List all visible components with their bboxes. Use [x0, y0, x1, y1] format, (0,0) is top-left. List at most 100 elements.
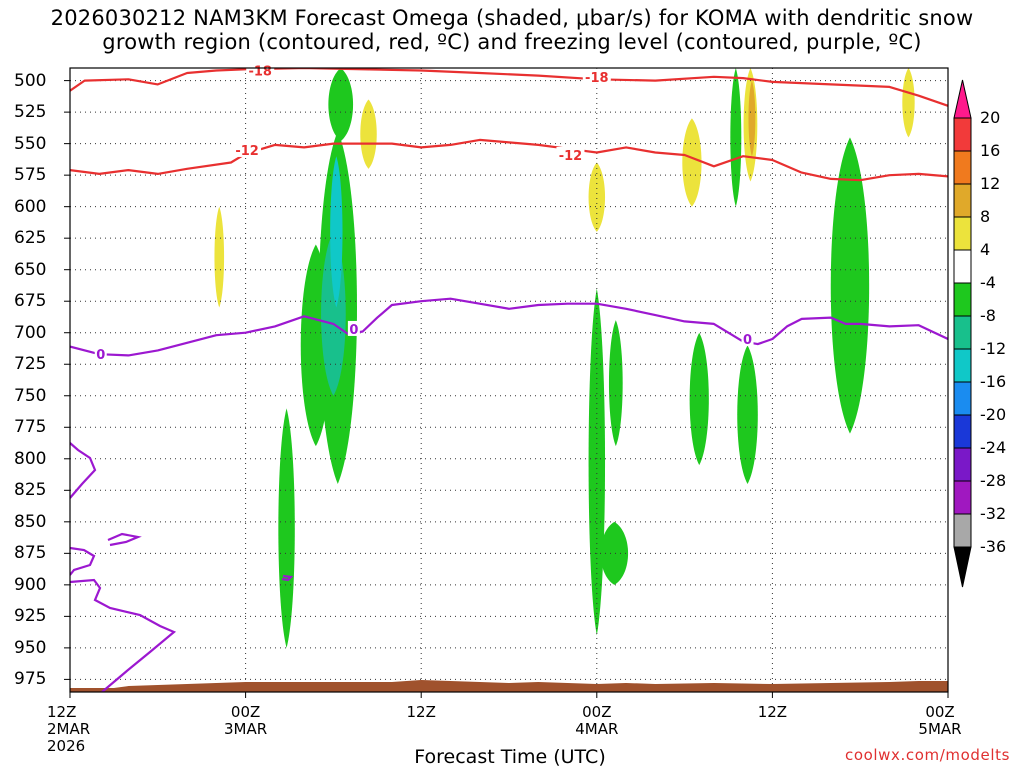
credit-text: coolwx.com/modelts — [845, 746, 1010, 764]
colorbar-segment — [953, 447, 972, 482]
y-tick-label: 925 — [14, 606, 47, 627]
contour-label: -18 — [585, 71, 609, 86]
contour-label-bg — [741, 331, 754, 347]
colorbar-tick-label: -36 — [980, 537, 1007, 556]
x-tick-label: 00Z 5MAR — [900, 704, 980, 738]
title-line-1: 2026030212 NAM3KM Forecast Omega (shaded… — [50, 6, 974, 30]
colorbar-segment — [953, 348, 972, 383]
x-tick-label-line: 4MAR — [575, 720, 619, 738]
omega-descent-region — [360, 99, 377, 169]
colorbar-tick-label: -4 — [980, 273, 996, 292]
colorbar-tick-label: 4 — [980, 240, 991, 259]
colorbar-tick-label: -12 — [980, 339, 1007, 358]
contours — [70, 68, 948, 692]
colorbar-tick-label: 12 — [980, 174, 1001, 193]
x-tick-label-line: 2026 — [47, 737, 86, 755]
contour-line — [70, 68, 948, 107]
contour-label: -12 — [235, 144, 259, 159]
freezing-contour-line — [281, 574, 294, 582]
contour-label-bg — [582, 68, 611, 84]
y-tick-label: 500 — [14, 70, 47, 91]
x-tick-label-line: 12Z — [406, 703, 436, 721]
contour-label-bg — [556, 146, 585, 162]
omega-ascent-region — [737, 345, 758, 484]
y-tick-label: 850 — [14, 511, 47, 532]
y-tick-label: 600 — [14, 196, 47, 217]
colorbar-segment — [953, 315, 972, 350]
contour-label: 0 — [349, 323, 358, 338]
colorbar-tick-label: -8 — [980, 306, 996, 325]
freezing-contour-line — [70, 546, 96, 576]
colorbar-segment — [953, 117, 972, 152]
y-tick-label: 650 — [14, 259, 47, 280]
colorbar-tick-label: -28 — [980, 471, 1007, 490]
contour-label-bg — [94, 346, 107, 362]
contour-label: -18 — [248, 65, 272, 80]
y-tick-label: 900 — [14, 574, 47, 595]
omega-ascent-region — [830, 137, 870, 434]
x-tick-label-line: 2MAR — [47, 720, 91, 738]
x-tick-label-line: 12Z — [47, 703, 77, 721]
omega-descent-region — [588, 162, 606, 232]
y-tick-label: 550 — [14, 133, 47, 154]
y-tick-label: 675 — [14, 291, 47, 312]
y-tick-label: 700 — [14, 322, 47, 343]
omega-ascent-region — [689, 332, 709, 466]
plot-background — [70, 68, 948, 692]
colorbar-tick-label: -32 — [980, 504, 1007, 523]
y-tick-label: 875 — [14, 543, 47, 564]
y-tick-label: 950 — [14, 637, 47, 658]
x-tick-label: 12Z — [727, 704, 817, 721]
y-tick-label: 575 — [14, 165, 47, 186]
colorbar-bottom-arrow — [953, 546, 972, 588]
contour-label-bg — [347, 320, 360, 336]
colorbar-segment — [953, 249, 972, 284]
omega-ascent-region — [730, 68, 742, 207]
contour-label: -12 — [559, 149, 583, 164]
colorbar-top-arrow — [953, 79, 972, 119]
y-tick-label: 800 — [14, 448, 47, 469]
freezing-contour-line — [70, 442, 97, 499]
colorbar-segment — [953, 513, 972, 548]
contour-label: 0 — [743, 333, 752, 348]
x-tick-label-line: 00Z — [230, 703, 261, 721]
terrain-surface — [70, 680, 948, 692]
omega-shading — [214, 68, 915, 648]
colorbar-segment — [953, 480, 972, 515]
omega-descent-region — [902, 68, 915, 138]
y-tick-label: 525 — [14, 102, 47, 123]
x-tick-label: 00Z 4MAR — [552, 704, 642, 738]
colorbar-segment — [953, 216, 972, 251]
omega-ascent-region — [328, 68, 354, 142]
colorbar-tick-label: -24 — [980, 438, 1007, 457]
colorbar-tick-label: 8 — [980, 207, 991, 226]
colorbar-tick-label: -16 — [980, 372, 1007, 391]
colorbar-segment — [953, 150, 972, 185]
colorbar-tick-label: -20 — [980, 405, 1007, 424]
contour-line — [70, 138, 948, 182]
x-tick-label: 00Z 3MAR — [201, 704, 291, 738]
contour-line — [70, 297, 948, 357]
colorbar-segment — [953, 183, 972, 218]
grid — [70, 68, 948, 692]
y-tick-label: 625 — [14, 228, 47, 249]
omega-ascent-region — [600, 521, 629, 585]
colorbar-segment — [953, 282, 972, 317]
y-tick-label: 825 — [14, 480, 47, 501]
x-tick-label-line: 00Z — [925, 703, 955, 721]
freezing-contour-line — [107, 532, 142, 547]
x-tick-label-line: 5MAR — [918, 720, 962, 738]
freezing-contour-line — [70, 578, 177, 692]
omega-ascent-region — [608, 320, 623, 447]
x-tick-label: 12Z — [376, 704, 466, 721]
title-line-2: growth region (contoured, red, ºC) and f… — [102, 30, 922, 54]
omega-ascent-region — [278, 408, 295, 648]
omega-ascent-region — [330, 156, 343, 308]
chart-title: 2026030212 NAM3KM Forecast Omega (shaded… — [0, 6, 1024, 54]
x-tick-label-line: 12Z — [757, 703, 788, 721]
colorbar-tick-label: 20 — [980, 108, 1001, 127]
x-tick-label-line: 00Z — [582, 703, 612, 721]
omega-descent-region — [682, 118, 702, 207]
colorbar-segment — [953, 414, 972, 449]
